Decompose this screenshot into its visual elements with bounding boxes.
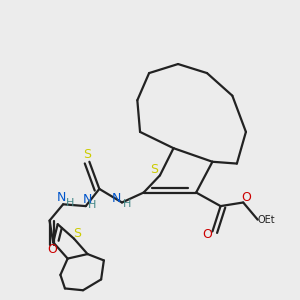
Text: O: O <box>47 243 57 256</box>
Text: O: O <box>202 228 212 241</box>
Text: N: N <box>57 191 67 204</box>
Text: S: S <box>73 227 81 240</box>
Text: O: O <box>241 190 251 204</box>
Text: OEt: OEt <box>257 215 275 225</box>
Text: N: N <box>112 192 121 205</box>
Text: N: N <box>82 193 92 206</box>
Text: H: H <box>66 198 74 208</box>
Text: H: H <box>123 199 131 209</box>
Text: S: S <box>83 148 91 161</box>
Text: S: S <box>151 164 158 176</box>
Text: H: H <box>88 200 97 210</box>
